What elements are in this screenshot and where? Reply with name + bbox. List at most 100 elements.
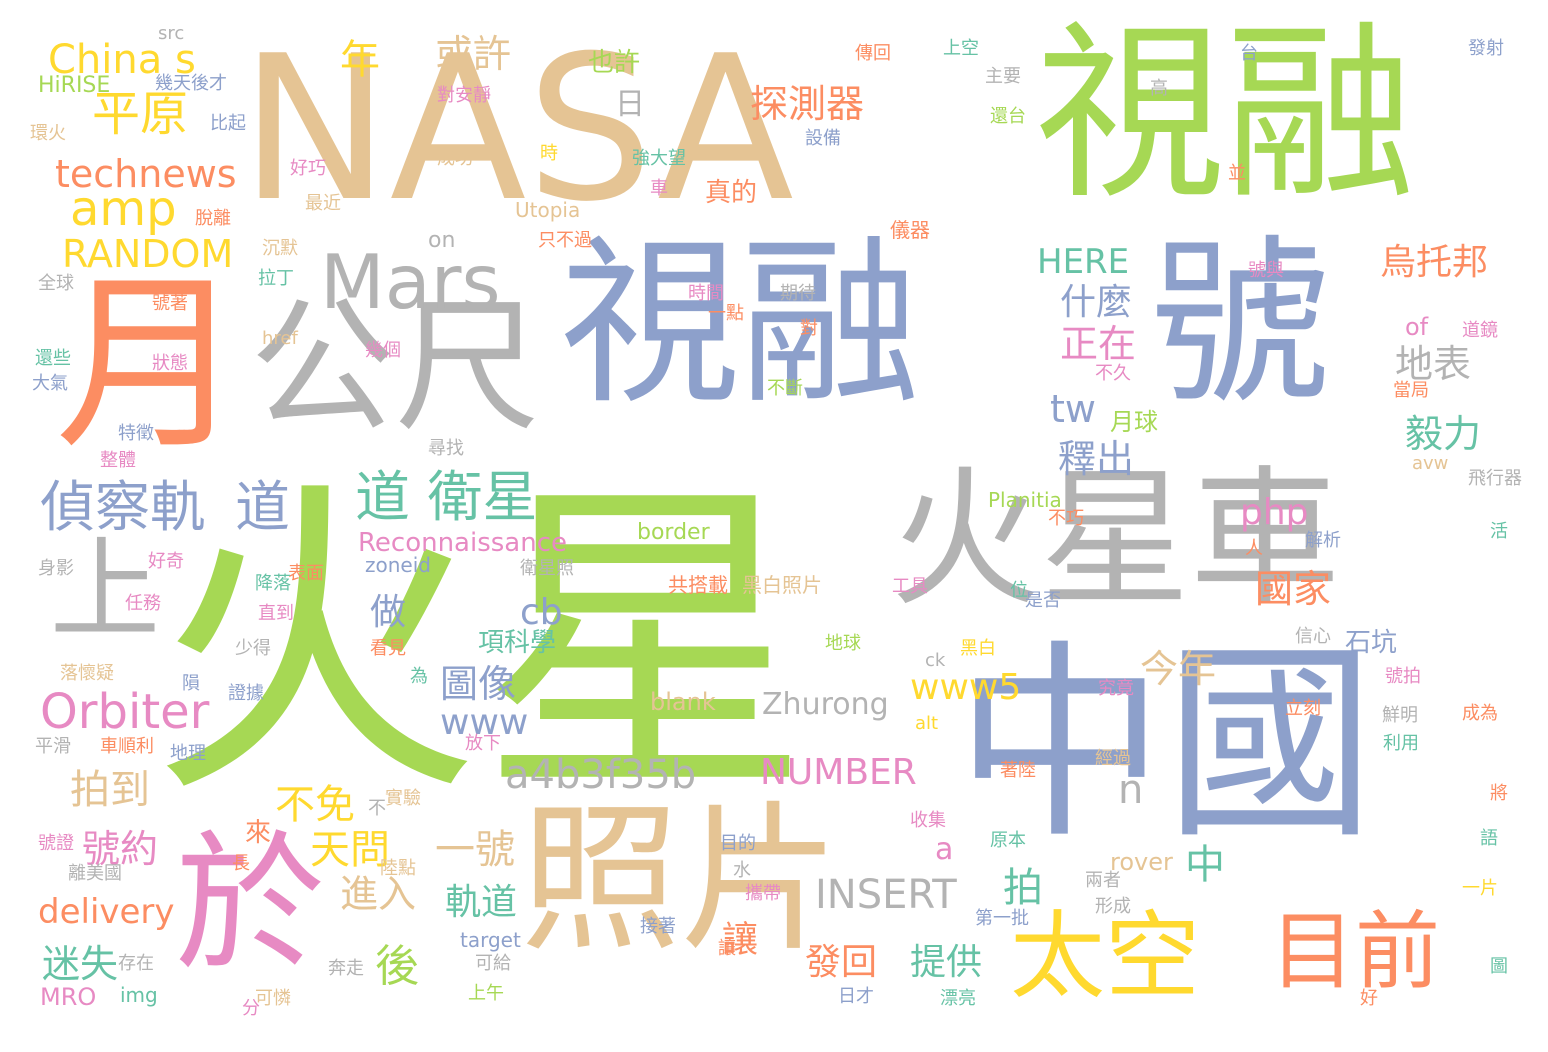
cloud-word: 道 [235, 475, 291, 539]
cloud-word: 共搭載 [668, 573, 728, 597]
cloud-word: 號 [1150, 220, 1331, 429]
cloud-word: 位 [1010, 580, 1028, 601]
cloud-word: 看見 [370, 638, 406, 659]
cloud-word: 正在 [1060, 322, 1137, 366]
cloud-word: 釋出 [1058, 437, 1135, 481]
cloud-word: 圖像 [440, 662, 517, 706]
cloud-word: 烏托邦 [1380, 242, 1489, 283]
cloud-word: 形成 [1095, 896, 1131, 917]
cloud-word: 狀態 [152, 353, 188, 374]
cloud-word: 一片 [1462, 878, 1498, 899]
cloud-word: MRO [40, 983, 97, 1011]
cloud-word: 並 [1228, 163, 1246, 184]
cloud-word: of [1405, 313, 1429, 341]
cloud-word: 究竟 [1098, 678, 1134, 699]
cloud-word: 長 [232, 853, 250, 874]
cloud-word: 火星車 [890, 453, 1341, 627]
cloud-word: 表面 [288, 563, 324, 584]
cloud-word: 上空 [943, 38, 979, 59]
cloud-word: cb [520, 592, 563, 633]
cloud-word: NASA [240, 13, 794, 246]
cloud-word: 國家 [1255, 567, 1332, 611]
cloud-word: 月球 [1110, 408, 1158, 436]
cloud-word: href [262, 328, 298, 349]
cloud-word: 地理 [170, 743, 206, 764]
cloud-word: 降落 [255, 573, 291, 594]
cloud-word: 一號 [435, 827, 515, 873]
cloud-word: avw [1412, 453, 1449, 474]
cloud-word: 工具 [892, 576, 928, 597]
cloud-word: 衛星照 [520, 558, 574, 579]
cloud-word: 好巧 [290, 158, 326, 179]
cloud-word: 真的 [705, 178, 758, 208]
cloud-word: 發回 [805, 942, 878, 983]
cloud-word: 特徵 [118, 423, 154, 444]
cloud-word: 奔走 [328, 958, 364, 979]
cloud-word: HiRISE [38, 73, 111, 98]
cloud-word: 漂亮 [940, 988, 976, 1009]
cloud-word: China s [48, 37, 196, 83]
cloud-word: 道 衛星 [355, 465, 538, 529]
cloud-word: 視融 [1035, 4, 1416, 225]
cloud-word: 還台 [990, 106, 1026, 127]
cloud-word: 成為 [1462, 703, 1498, 724]
cloud-word: src [158, 23, 185, 44]
cloud-word: 拉丁 [258, 268, 294, 289]
cloud-word: 火星 [150, 453, 810, 837]
cloud-word: 整體 [100, 450, 136, 471]
cloud-word: 分 [242, 998, 260, 1019]
cloud-word: 不斷 [767, 378, 803, 399]
cloud-word: 進入 [340, 872, 417, 916]
cloud-word: 實驗 [385, 788, 421, 809]
cloud-word: 圖 [1490, 956, 1508, 977]
cloud-word: 對安靜 [437, 85, 491, 106]
cloud-word: 身影 [38, 558, 74, 579]
cloud-word: amp [70, 181, 177, 237]
cloud-word: 尋找 [428, 438, 464, 459]
cloud-word: 太空 [1010, 902, 1201, 1012]
cloud-word: 中 [1185, 842, 1225, 888]
cloud-word: 軌道 [445, 882, 518, 923]
cloud-word: img [120, 983, 158, 1007]
cloud-word: 石坑 [1345, 628, 1398, 658]
cloud-word: 高 [1150, 78, 1168, 99]
cloud-word: 沉默 [262, 238, 298, 259]
cloud-word: n [1118, 767, 1144, 813]
cloud-word: 大氣 [32, 373, 68, 394]
cloud-word: tw [1050, 387, 1096, 431]
cloud-word: 月 [55, 254, 246, 475]
cloud-word: on [428, 228, 456, 253]
cloud-word: 照片 [520, 786, 841, 973]
cloud-word: www [440, 702, 529, 743]
cloud-word: 時間 [688, 283, 724, 304]
cloud-word: 為 [410, 666, 428, 687]
cloud-word: 少得 [235, 638, 271, 659]
cloud-word: 設備 [805, 128, 841, 149]
cloud-word: 不免 [275, 782, 355, 828]
cloud-word: ck [925, 650, 946, 671]
cloud-word: 不 [368, 798, 386, 819]
cloud-word: 發射 [1468, 38, 1504, 59]
cloud-word: 語 [1480, 828, 1498, 849]
cloud-word: alt [915, 713, 939, 734]
cloud-word: 不巧 [1048, 508, 1084, 529]
cloud-word: 原本 [990, 830, 1026, 851]
cloud-word: 項科學 [478, 628, 557, 658]
cloud-word: 存在 [118, 953, 154, 974]
cloud-word: www5 [910, 667, 1022, 708]
cloud-word: 離美國 [68, 863, 122, 884]
cloud-word: 於 [175, 818, 326, 992]
cloud-word: 目前 [1270, 903, 1441, 1002]
cloud-word: Reconnaissance [358, 528, 568, 558]
cloud-word: 隕 [182, 673, 200, 694]
cloud-word: 傳回 [855, 43, 891, 64]
cloud-word: 活 [1490, 521, 1508, 542]
cloud-word: 什麼 [1060, 282, 1133, 323]
cloud-word: 接著 [640, 916, 676, 937]
cloud-word: 解析 [1305, 530, 1341, 551]
cloud-word: 幾個 [365, 340, 401, 361]
cloud-word: 第一批 [975, 908, 1029, 929]
cloud-word: 比起 [210, 113, 246, 134]
cloud-word: 迷失 [42, 942, 119, 986]
cloud-word: 平滑 [35, 736, 71, 757]
